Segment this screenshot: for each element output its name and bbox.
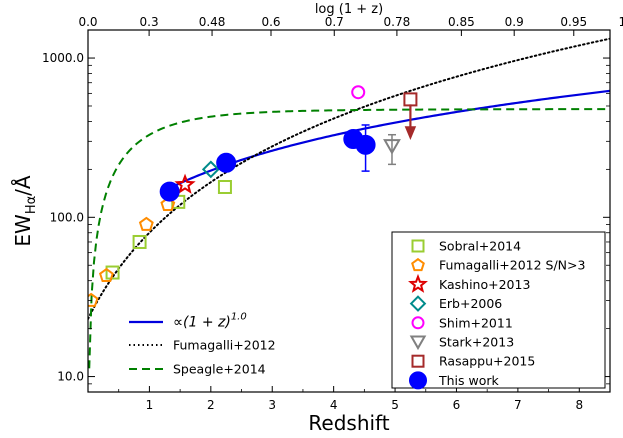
x-tick-label: 2 bbox=[207, 398, 215, 412]
legend-label: Kashino+2013 bbox=[439, 277, 530, 292]
x-tick-label: 4 bbox=[330, 398, 338, 412]
legend-marker bbox=[408, 273, 428, 293]
x-tick-label: 3 bbox=[268, 398, 276, 412]
legend-marker bbox=[409, 335, 427, 351]
data-point bbox=[383, 139, 401, 155]
x-tick-label: 8 bbox=[575, 398, 583, 412]
legend-label: This work bbox=[438, 373, 500, 388]
data-point bbox=[351, 85, 366, 100]
series-erb-2006 bbox=[201, 160, 220, 179]
y-tick-label: 1000.0 bbox=[42, 51, 84, 65]
top-axis: 0.0 0.3 0.48 0.6 0.7 0.78 0.85 0.9 0.95 1.0 bbox=[78, 15, 623, 36]
legend-marker bbox=[411, 239, 425, 253]
line-legend: ∝(1 + z)1.0 Fumagalli+2012 Speagle+2014 bbox=[129, 312, 276, 377]
data-point bbox=[216, 152, 237, 173]
legend-line-label: Speagle+2014 bbox=[173, 362, 266, 377]
legend-marker bbox=[411, 316, 425, 330]
data-point bbox=[160, 196, 176, 212]
curve-1 bbox=[88, 37, 610, 320]
y-tick-label: 100.0 bbox=[50, 210, 84, 224]
data-point bbox=[98, 267, 114, 283]
series-fumagalli-2012-s-n-3 bbox=[88, 196, 176, 307]
x-tick-label: 1 bbox=[146, 398, 154, 412]
legend-marker bbox=[411, 354, 425, 368]
data-point bbox=[138, 216, 154, 231]
data-points bbox=[88, 85, 418, 307]
top-axis-title: log (1 + z) bbox=[315, 2, 383, 17]
legend-marker bbox=[409, 371, 427, 390]
data-point bbox=[403, 92, 418, 107]
plot-frame bbox=[87, 29, 611, 393]
series-shim-2011 bbox=[351, 85, 366, 100]
top-tick-label: 0.85 bbox=[448, 15, 475, 29]
legend-label: Erb+2006 bbox=[439, 296, 502, 311]
top-tick-label: 0.3 bbox=[140, 15, 159, 29]
legend-label: Fumagalli+2012 S/N>3 bbox=[439, 258, 585, 273]
x-axis-title: Redshift bbox=[308, 411, 389, 435]
series-kashino-2013 bbox=[174, 173, 196, 194]
legend-label: Sobral+2014 bbox=[439, 239, 521, 254]
y-tick-label: 10.0 bbox=[57, 370, 84, 384]
top-tick-label: 0.0 bbox=[78, 15, 97, 29]
curve-2 bbox=[88, 108, 610, 369]
legend-label: Stark+2013 bbox=[439, 335, 514, 350]
data-point bbox=[88, 292, 99, 307]
series-stark-2013 bbox=[383, 133, 401, 166]
fit-curves bbox=[88, 37, 610, 369]
top-tick-label: 0.48 bbox=[199, 15, 226, 29]
top-tick-label: 1.0 bbox=[618, 15, 623, 29]
x-tick-label: 7 bbox=[514, 398, 522, 412]
curve-0 bbox=[167, 89, 610, 190]
top-tick-label: 0.95 bbox=[560, 15, 587, 29]
data-point bbox=[159, 181, 180, 202]
top-tick-label: 0.7 bbox=[325, 15, 344, 29]
top-tick-label: 0.9 bbox=[505, 15, 524, 29]
legend-label: Rasappu+2015 bbox=[439, 354, 535, 369]
upper-limit-arrowhead bbox=[404, 126, 417, 141]
x-tick-label: 5 bbox=[391, 398, 399, 412]
legend-marker bbox=[411, 257, 425, 272]
legend-marker bbox=[409, 295, 427, 312]
data-point bbox=[201, 160, 220, 179]
top-tick-label: 0.78 bbox=[384, 15, 411, 29]
x-tick-label: 6 bbox=[453, 398, 461, 412]
y-axis: 10.0 100.0 1000.0 bbox=[42, 51, 610, 393]
data-point bbox=[174, 173, 196, 194]
legend: Sobral+2014 Fumagalli+2012 S/N>3 Kashino+2… bbox=[391, 231, 606, 390]
data-point bbox=[217, 179, 232, 194]
legend-label: Shim+2011 bbox=[439, 315, 513, 330]
data-point bbox=[355, 134, 376, 155]
series-this-work bbox=[159, 124, 376, 202]
data-point bbox=[105, 265, 120, 280]
series-rasappu-2015 bbox=[403, 92, 418, 141]
legend-line-label: Fumagalli+2012 bbox=[173, 338, 276, 353]
top-tick-label: 0.6 bbox=[261, 15, 280, 29]
legend-line-label: ∝(1 + z)1.0 bbox=[173, 312, 247, 331]
x-axis: 1 2 3 4 5 6 7 8 bbox=[118, 386, 583, 412]
data-point bbox=[132, 234, 147, 249]
